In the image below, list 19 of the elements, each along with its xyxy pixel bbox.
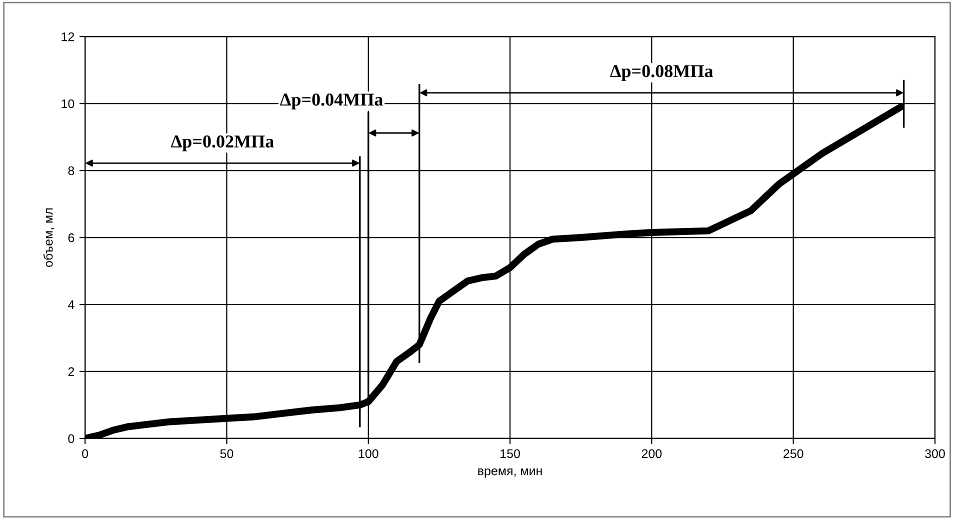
y-tick-label: 8: [68, 166, 74, 176]
y-tick-label: 0: [68, 434, 74, 444]
y-axis-title: объем, мл: [43, 208, 54, 267]
x-tick-label: 200: [642, 449, 662, 458]
x-tick-label: 150: [500, 449, 520, 458]
annotation: Δp=0.08МПа: [610, 65, 713, 81]
x-tick-label: 50: [220, 449, 234, 458]
y-tick-label: 10: [62, 99, 74, 108]
x-axis-title: время, мин: [478, 468, 542, 478]
x-tick-label: 100: [358, 449, 378, 458]
annotation: Δp=0.04МПа: [280, 94, 383, 110]
annotation: Δp=0.02МПа: [171, 135, 274, 152]
y-tick-label: 2: [68, 367, 74, 376]
x-tick-label: 300: [925, 449, 945, 458]
y-tick-label: 12: [62, 32, 74, 42]
y-tick-label: 6: [68, 233, 74, 242]
x-tick-label: 0: [82, 449, 88, 458]
y-tick-label: 4: [68, 300, 74, 310]
x-tick-label: 250: [784, 449, 804, 458]
